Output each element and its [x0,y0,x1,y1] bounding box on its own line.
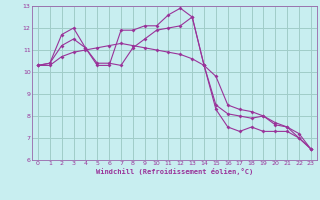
X-axis label: Windchill (Refroidissement éolien,°C): Windchill (Refroidissement éolien,°C) [96,168,253,175]
